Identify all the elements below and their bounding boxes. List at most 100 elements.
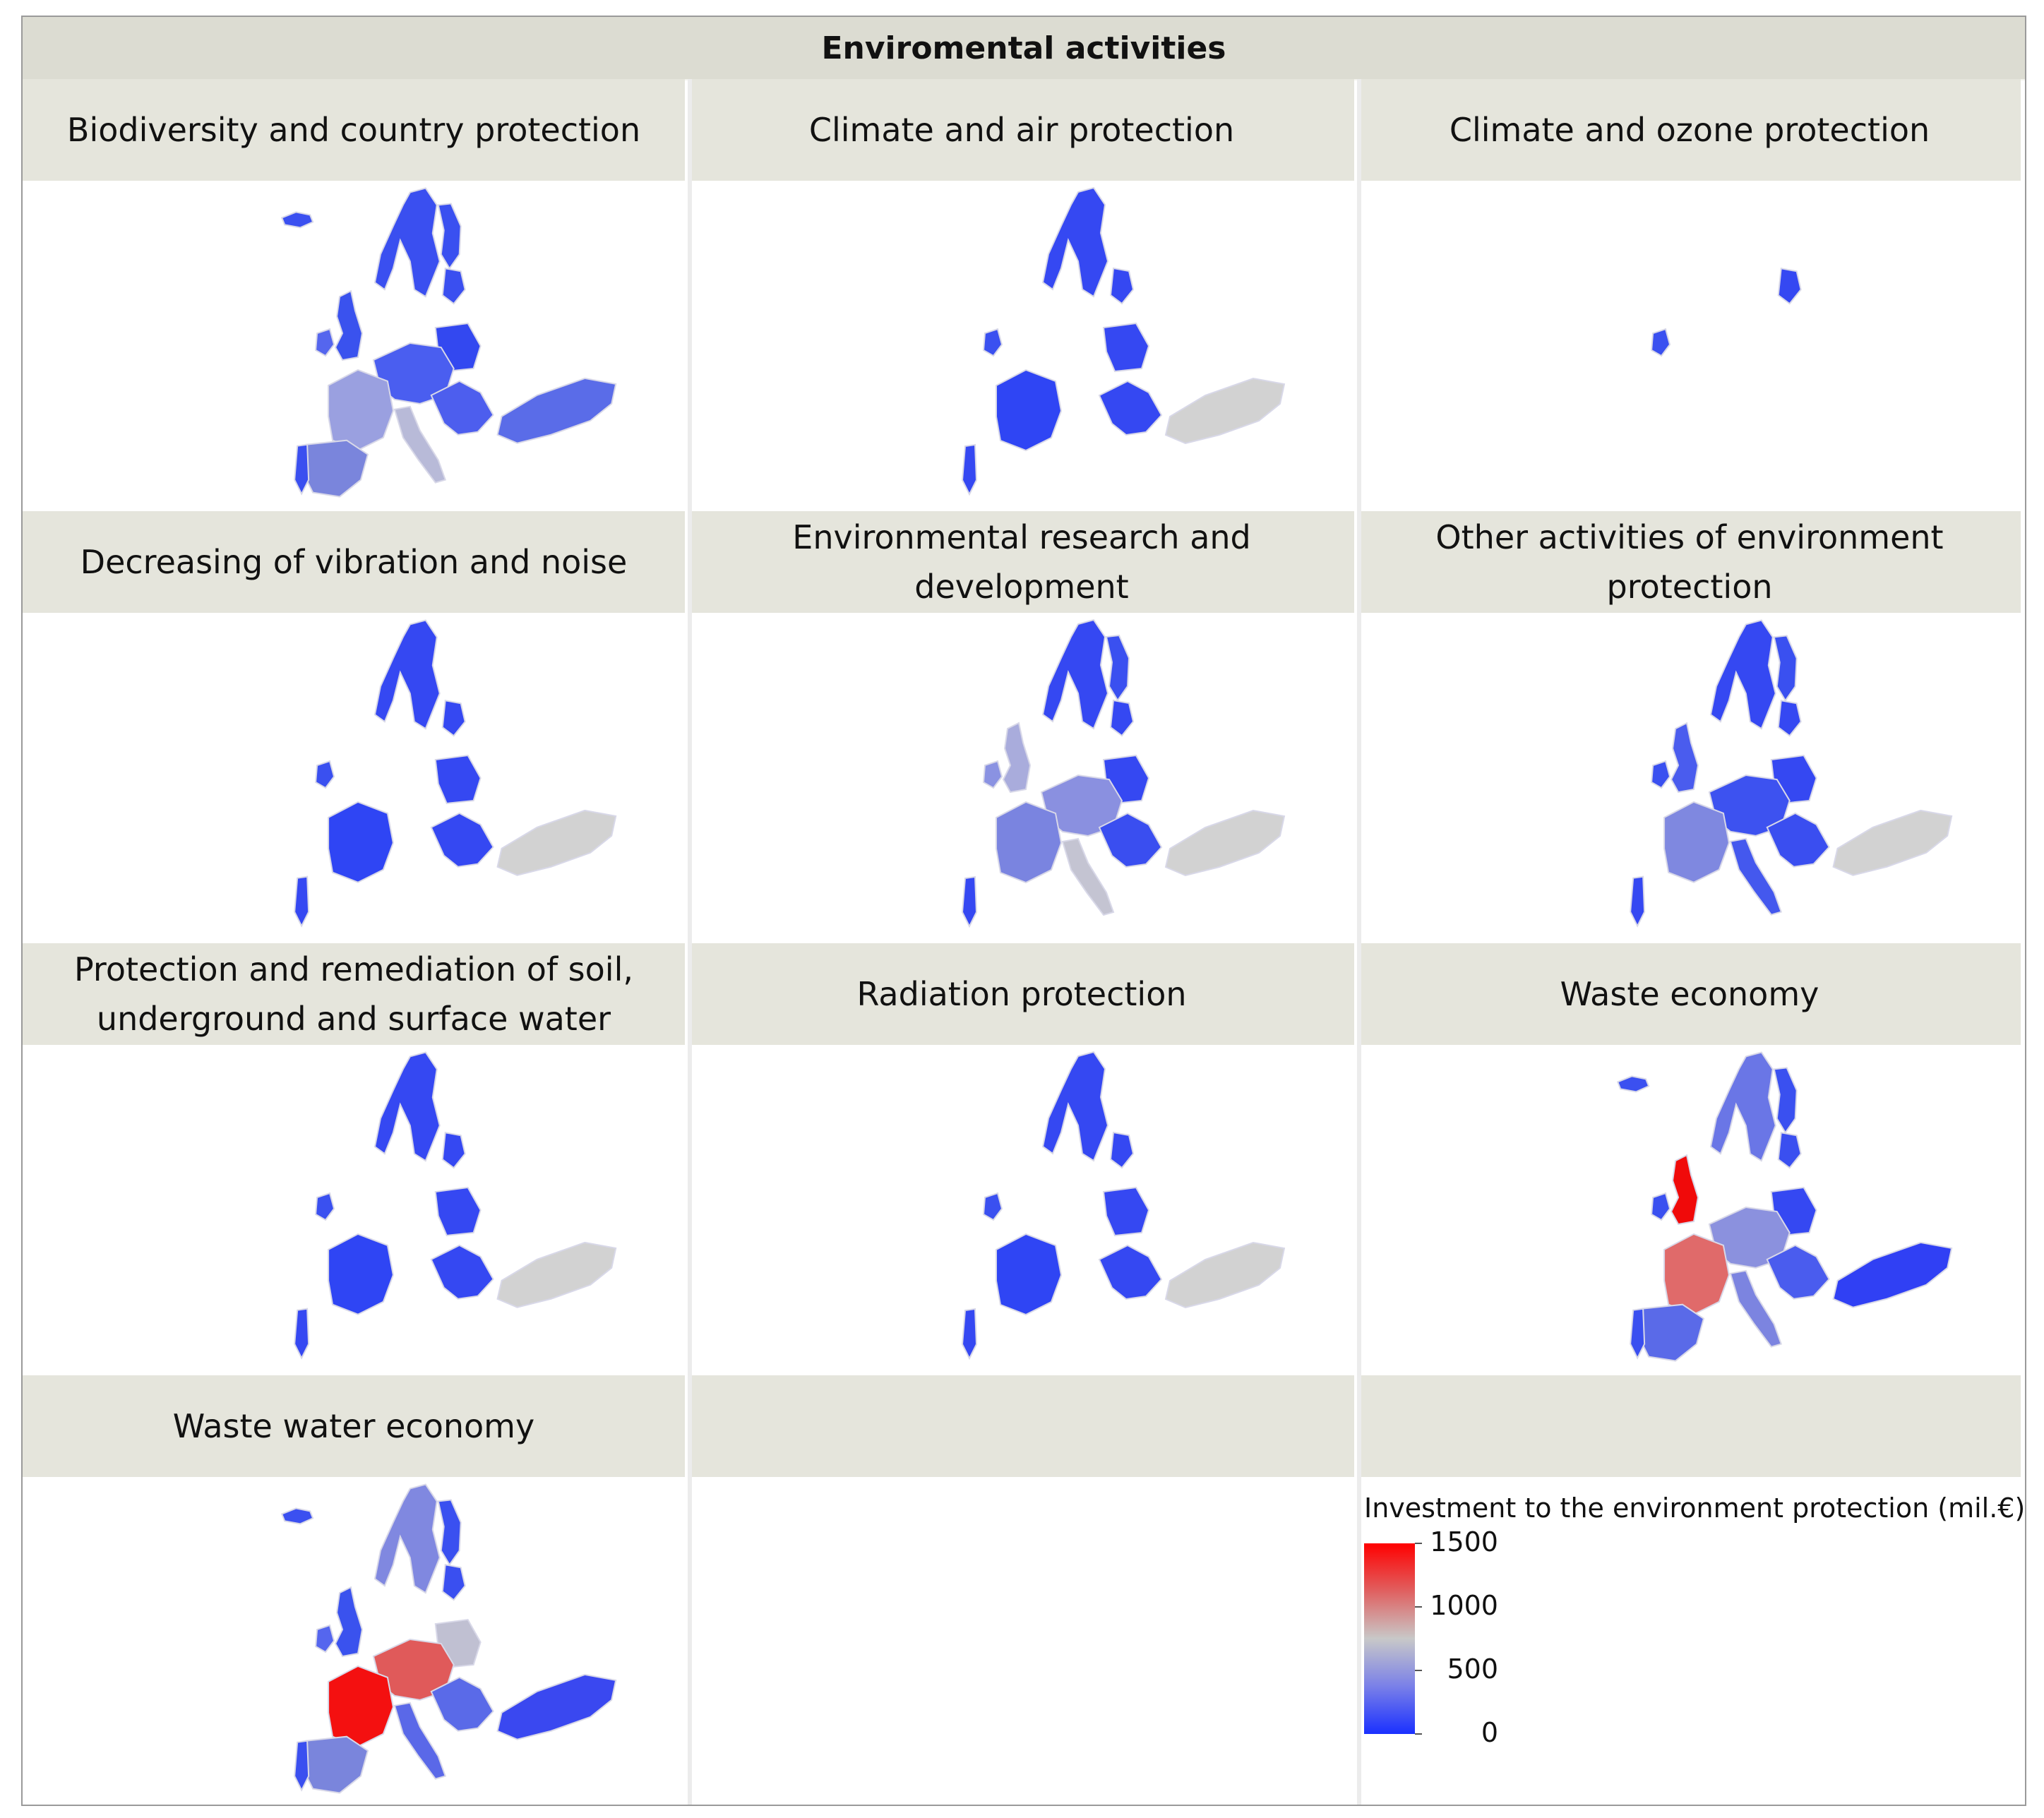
map-panel-radiation-protection <box>689 1048 1354 1373</box>
region-france <box>328 369 394 451</box>
map-panel-other-activities-of-environment-protection <box>1358 616 2021 940</box>
region-portugal <box>1630 875 1646 928</box>
region-france <box>328 1665 394 1747</box>
panel-header-climate-and-air-protection: Climate and air protection <box>689 79 1354 181</box>
region-turkey <box>1164 377 1286 445</box>
region-turkey <box>1832 1241 1953 1308</box>
region-balkans <box>1766 812 1830 868</box>
europe-map <box>1616 1051 1953 1362</box>
legend-tick-mark <box>1415 1543 1422 1544</box>
region-portugal <box>294 1308 310 1360</box>
map-panel-waste-water-economy <box>23 1480 685 1805</box>
region-scandi <box>1041 186 1109 298</box>
map-panel-empty-10 <box>689 1480 1354 1805</box>
region-portugal <box>1630 1308 1646 1360</box>
map-panel-climate-and-ozone-protection <box>1358 184 2021 508</box>
legend-tick-mark <box>1415 1606 1422 1608</box>
map-panel-decreasing-of-vibration-and-noise <box>23 616 685 940</box>
region-turkey <box>1164 809 1286 877</box>
region-balkans <box>1766 1244 1830 1300</box>
map-panel-climate-and-air-protection <box>689 184 1354 508</box>
region-turkey <box>496 377 617 444</box>
region-portugal <box>961 875 978 928</box>
region-turkey <box>1164 1241 1286 1309</box>
europe-map <box>961 1051 1286 1360</box>
region-scandi <box>373 1483 441 1594</box>
region-poland <box>434 754 482 804</box>
region-finland <box>1773 635 1798 702</box>
region-ireland <box>1651 328 1671 357</box>
europe-map <box>689 1480 1354 1805</box>
region-baltics <box>1109 267 1135 305</box>
region-baltics <box>441 1564 466 1601</box>
legend: Investment to the environment protection… <box>1364 1493 2025 1789</box>
map-panel-waste-economy <box>1358 1048 2021 1373</box>
region-france <box>996 801 1063 884</box>
region-uk <box>1002 722 1032 794</box>
region-baltics <box>441 1132 466 1169</box>
region-ireland <box>982 760 1003 789</box>
legend-tick-mark <box>1415 1733 1422 1735</box>
legend-title: Investment to the environment protection… <box>1364 1493 2026 1524</box>
region-iberia <box>302 439 369 498</box>
region-scandi <box>373 619 441 730</box>
region-balkans <box>1098 1244 1163 1300</box>
region-france <box>996 369 1063 452</box>
region-italy <box>1061 837 1115 916</box>
region-portugal <box>294 875 310 928</box>
panel-header-decreasing-of-vibration-and-noise: Decreasing of vibration and noise <box>23 511 685 613</box>
region-baltics <box>441 700 466 737</box>
panel-header-waste-water-economy: Waste water economy <box>23 1375 685 1477</box>
region-poland <box>434 1186 482 1236</box>
europe-map <box>961 186 1286 496</box>
europe-map <box>294 619 617 928</box>
region-portugal <box>961 443 978 496</box>
region-baltics <box>1109 699 1135 737</box>
panel-header-radiation-protection: Radiation protection <box>689 943 1354 1045</box>
region-portugal <box>961 1308 978 1360</box>
region-balkans <box>1098 380 1163 436</box>
region-scandi <box>373 187 441 298</box>
region-ireland <box>315 328 335 357</box>
region-finland <box>437 1499 462 1567</box>
region-france <box>1663 801 1730 883</box>
region-france <box>328 1233 394 1315</box>
region-scandi <box>1709 619 1776 730</box>
region-balkans <box>430 1676 494 1732</box>
region-baltics <box>1777 700 1802 737</box>
region-italy <box>393 1702 447 1780</box>
region-balkans <box>1098 812 1163 868</box>
europe-map <box>1651 268 1802 357</box>
region-finland <box>1105 634 1130 702</box>
europe-map <box>1630 619 1953 928</box>
region-ireland <box>315 760 335 789</box>
region-iberia <box>1638 1303 1705 1362</box>
legend-tick-label: 1000 <box>1430 1590 1498 1621</box>
legend-color-bar <box>1364 1543 1415 1734</box>
region-portugal <box>294 1740 310 1792</box>
region-ireland <box>1651 1192 1671 1221</box>
region-uk <box>334 1586 363 1658</box>
region-poland <box>1102 322 1150 373</box>
figure: Enviromental activities Biodiversity and… <box>21 16 2026 1806</box>
panel-header-environmental-research-and-development: Environmental research and development <box>689 511 1354 613</box>
region-italy <box>1729 837 1783 916</box>
column-divider <box>1357 79 1361 1805</box>
region-uk <box>334 289 363 361</box>
region-scandi <box>1041 1051 1109 1162</box>
map-panel-biodiversity-and-country-protection <box>23 184 685 508</box>
region-baltics <box>1109 1131 1135 1169</box>
region-ireland <box>1651 760 1671 789</box>
region-baltics <box>1777 268 1802 305</box>
europe-map <box>294 1051 617 1360</box>
region-france <box>996 1233 1063 1316</box>
region-uk <box>1670 722 1699 794</box>
region-turkey <box>496 809 617 876</box>
panel-header-empty-11 <box>1358 1375 2021 1477</box>
region-france <box>328 801 394 883</box>
europe-map <box>280 1483 617 1794</box>
map-panel-empty-11 <box>1358 1480 2021 1805</box>
region-ireland <box>315 1624 335 1653</box>
region-baltics <box>441 268 466 305</box>
region-ireland <box>982 328 1003 357</box>
